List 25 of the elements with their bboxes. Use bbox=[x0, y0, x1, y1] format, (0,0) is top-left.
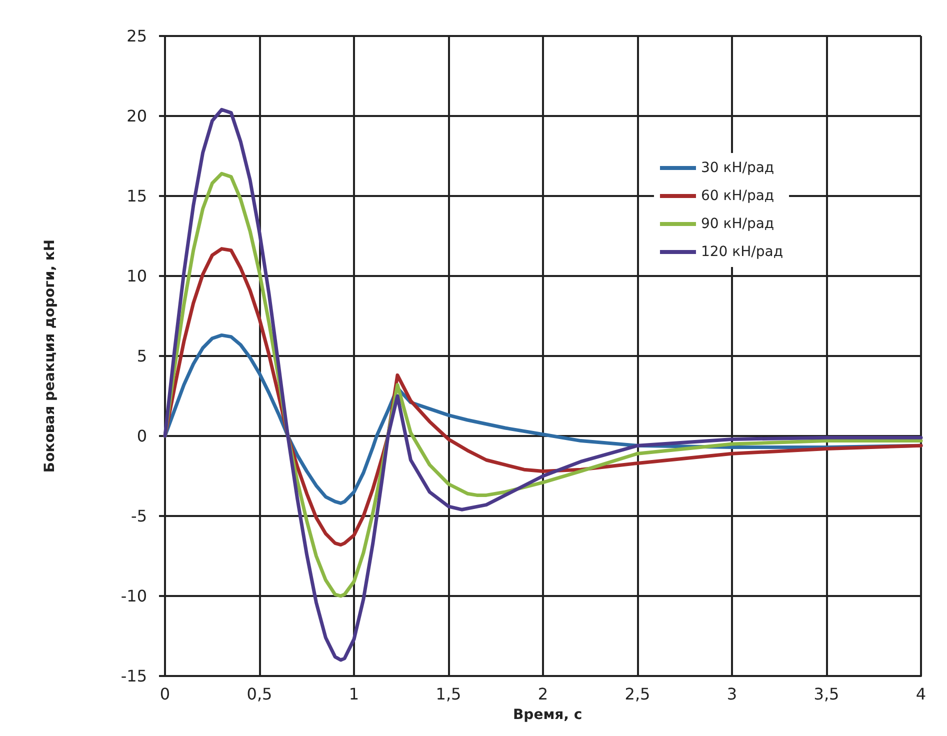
y-axis-title: Боковая реакция дороги, кН bbox=[42, 239, 58, 473]
line-series bbox=[163, 108, 923, 662]
x-tick-label: 4 bbox=[916, 684, 926, 704]
x-tick-label: 2,5 bbox=[624, 684, 650, 704]
legend-label: 90 кН/рад bbox=[700, 216, 774, 232]
y-tick-label: 25 bbox=[126, 26, 147, 46]
x-tick-label: 2 bbox=[538, 684, 548, 704]
y-tick-label: -15 bbox=[120, 666, 147, 686]
x-tick-label: 0,5 bbox=[246, 684, 272, 704]
x-tick-label: 1 bbox=[348, 684, 360, 704]
x-tick-label: 3,5 bbox=[814, 684, 840, 704]
x-axis-title: Время, с bbox=[513, 707, 582, 723]
legend-label: 30 кН/рад bbox=[700, 160, 774, 176]
y-tick-label: 20 bbox=[126, 106, 147, 126]
y-tick-label: 5 bbox=[136, 346, 147, 366]
y-tick-label: 0 bbox=[136, 426, 147, 446]
y-tick-label: -10 bbox=[120, 586, 147, 606]
y-tick-label: 10 bbox=[126, 266, 147, 286]
y-tick-label: 15 bbox=[126, 186, 147, 206]
y-tick-label: -5 bbox=[131, 506, 147, 526]
x-tick-label: 1,5 bbox=[436, 684, 462, 704]
legend-label: 60 кН/рад bbox=[700, 188, 774, 204]
x-tick-label: 0 bbox=[160, 684, 170, 704]
legend-label: 120 кН/рад bbox=[700, 244, 784, 260]
x-tick-label: 3 bbox=[726, 684, 738, 704]
